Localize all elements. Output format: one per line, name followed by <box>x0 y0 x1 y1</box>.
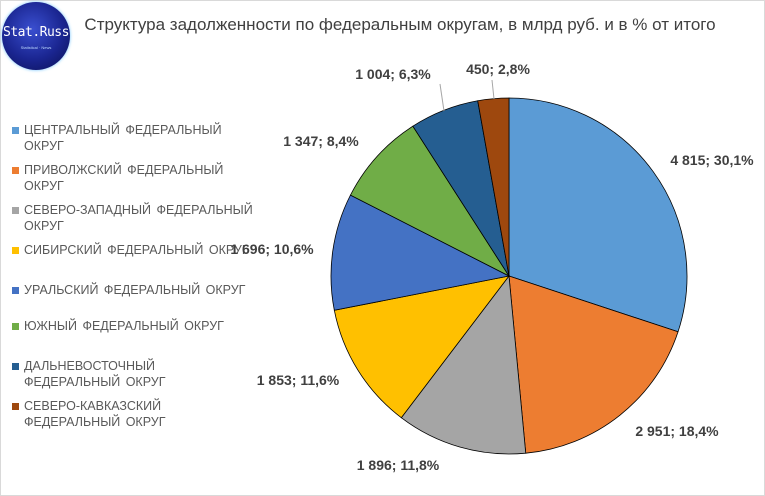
data-label-7: 1 004; 6,3% <box>355 66 431 82</box>
pie-slice-4 <box>333 275 510 419</box>
chart-title: Структура задолженности по федеральным о… <box>84 15 716 34</box>
legend-swatch <box>12 247 19 254</box>
data-label-1: 4 815; 30,1% <box>670 152 754 168</box>
legend-swatch <box>12 207 19 214</box>
pie-slice-1 <box>508 97 688 333</box>
legend-swatch <box>12 287 19 294</box>
data-label-2: 2 951; 18,4% <box>635 423 719 439</box>
legend-label: УРАЛЬСКИЙ ФЕДЕРАЛЬНЫЙ ОКРУГ <box>24 283 246 297</box>
legend-swatch <box>12 363 19 370</box>
data-label-8: 450; 2,8% <box>466 61 530 77</box>
data-label-5: 1 696; 10,6% <box>230 241 314 257</box>
legend-label: СЕВЕРО-КАВКАЗСКИЙ ФЕДЕРАЛЬНЫЙ ОКРУГ <box>24 399 166 429</box>
legend-swatch <box>12 167 19 174</box>
legend-label: СЕВЕРО-ЗАПАДНЫЙ ФЕДЕРАЛЬНЫЙ ОКРУГ <box>24 203 253 233</box>
legend-label: ЦЕНТРАЛЬНЫЙ ФЕДЕРАЛЬНЫЙ ОКРУГ <box>24 123 222 153</box>
stat-russ-logo: Stat.Russ Statistical · News <box>2 2 70 70</box>
legend-label: ЮЖНЫЙ ФЕДЕРАЛЬНЫЙ ОКРУГ <box>24 319 224 333</box>
legend-label: ДАЛЬНЕВОСТОЧНЫЙ ФЕДЕРАЛЬНЫЙ ОКРУГ <box>24 359 166 389</box>
leader-line-7 <box>439 83 445 112</box>
leader-line-8 <box>491 79 495 100</box>
legend-label: ПРИВОЛЖСКИЙ ФЕДЕРАЛЬНЫЙ ОКРУГ <box>24 163 224 193</box>
pie-slice-5 <box>330 194 511 311</box>
legend-swatch <box>12 403 19 410</box>
logo-tagline: Statistical · News <box>20 45 52 50</box>
data-label-6: 1 347; 8,4% <box>283 133 359 149</box>
pie-slice-3 <box>400 274 527 455</box>
legend-swatch <box>12 323 19 330</box>
data-label-4: 1 853; 11,6% <box>257 372 340 388</box>
pie-slice-2 <box>508 275 679 454</box>
pie-slice-8 <box>477 97 510 277</box>
data-label-3: 1 896; 11,8% <box>357 457 440 473</box>
legend-label: СИБИРСКИЙ ФЕДЕРАЛЬНЫЙ ОКРУГ <box>24 243 249 257</box>
legend-swatch <box>12 127 19 134</box>
logo-name: Stat.Russ <box>3 25 69 40</box>
pie-slice-6 <box>349 125 511 278</box>
